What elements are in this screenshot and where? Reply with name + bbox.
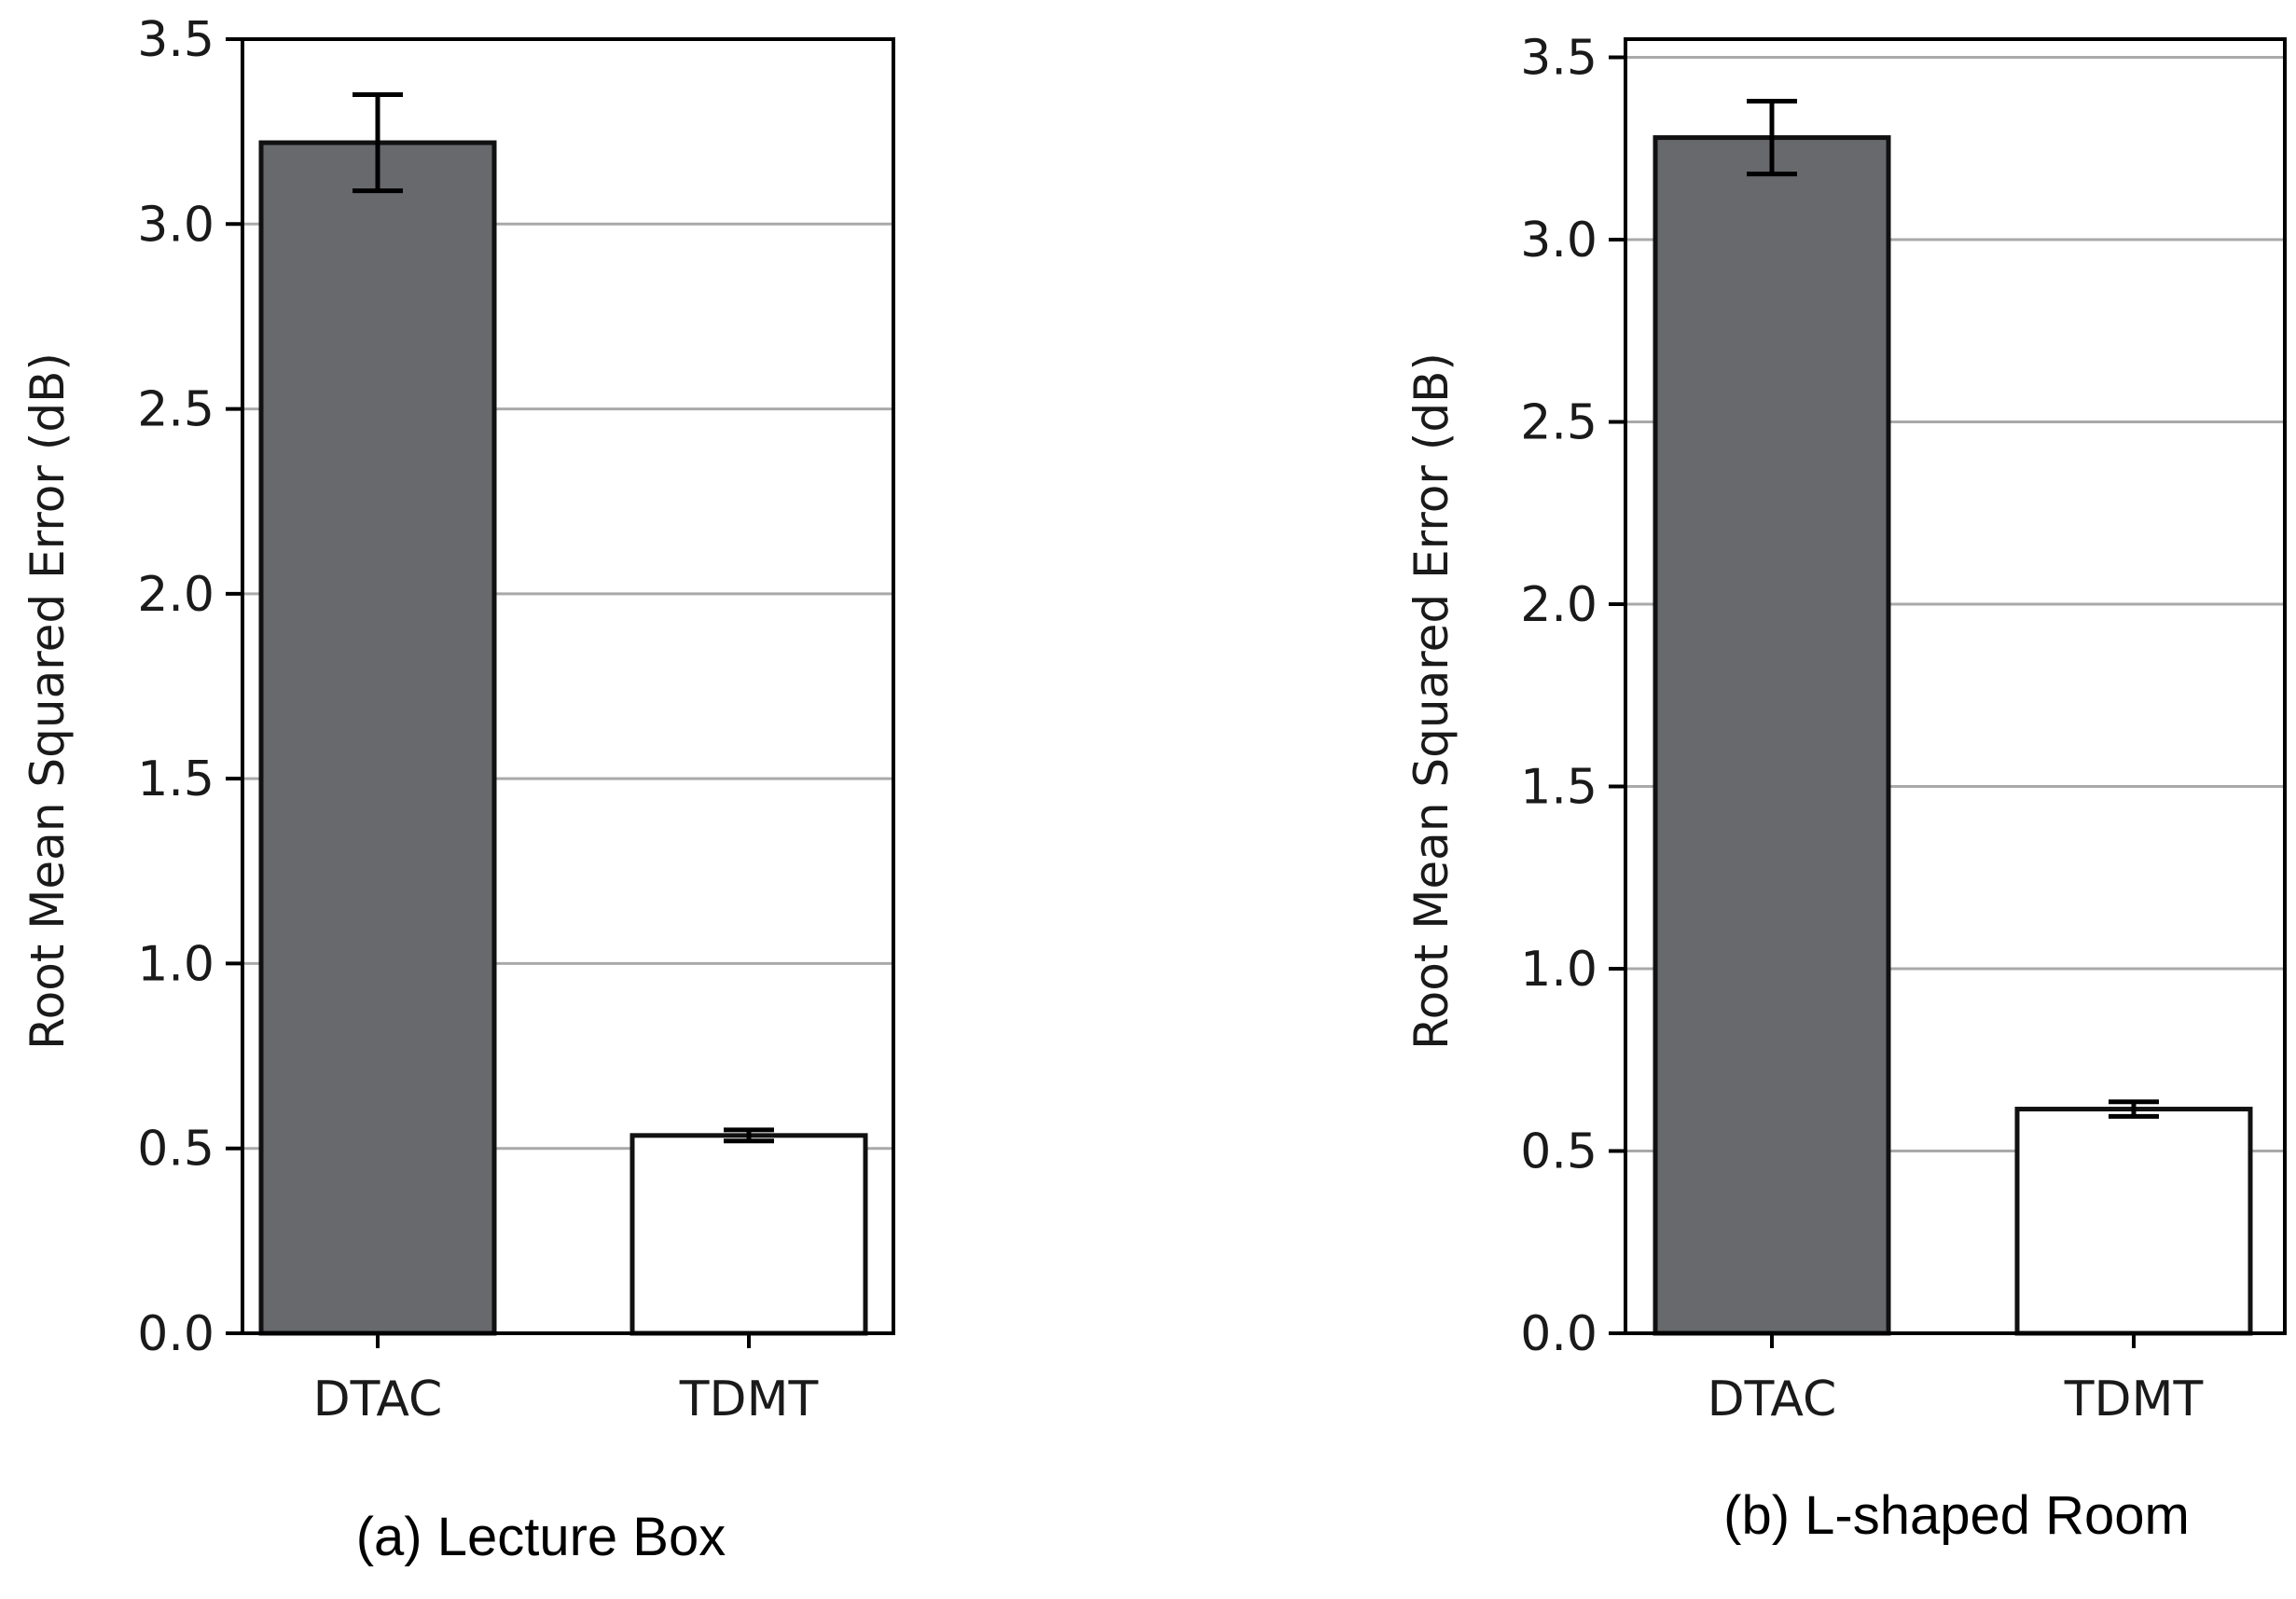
y-tick-label: 2.5 [1520,395,1598,451]
y-tick-label: 3.0 [1520,213,1598,269]
chart-caption: (a) Lecture Box [356,1507,726,1567]
chart-caption: (b) L-shaped Room [1723,1485,2190,1546]
chart-l-shaped-room: Root Mean Squared Error (dB) (b) L-shape… [1404,31,2287,1546]
x-tick-label: TDMT [2064,1372,2204,1427]
bar-dtac [1653,135,1891,1336]
bar-dtac [258,140,497,1336]
bar-tdmt [2014,1107,2253,1336]
x-tick-label: DTAC [313,1372,443,1427]
y-tick-label: 3.5 [1520,31,1598,87]
bar-tdmt [629,1133,868,1336]
y-tick-label: 1.0 [1520,942,1598,998]
y-tick-label: 0.0 [137,1306,214,1362]
x-tick-label: TDMT [679,1372,819,1427]
plot-frame [241,37,895,1335]
y-tick-label: 1.5 [137,751,214,807]
y-tick-label: 2.5 [137,382,214,438]
plot-frame [1624,37,2287,1335]
chart-lecture-box: Root Mean Squared Error (dB) (a) Lecture… [21,12,895,1567]
y-tick-label: 2.0 [137,567,214,623]
y-tick-label: 1.0 [137,936,214,992]
y-tick-label: 0.5 [137,1122,214,1178]
y-tick-label: 0.0 [1520,1306,1598,1362]
y-tick-label: 2.0 [1520,577,1598,633]
x-tick-label: DTAC [1708,1372,1837,1427]
y-tick-label: 3.0 [137,197,214,253]
y-tick-label: 3.5 [137,12,214,68]
y-tick-label: 0.5 [1520,1124,1598,1180]
y-tick-label: 1.5 [1520,760,1598,816]
y-axis-label: Root Mean Squared Error (dB) [21,352,75,1050]
y-axis-label: Root Mean Squared Error (dB) [1404,352,1459,1050]
